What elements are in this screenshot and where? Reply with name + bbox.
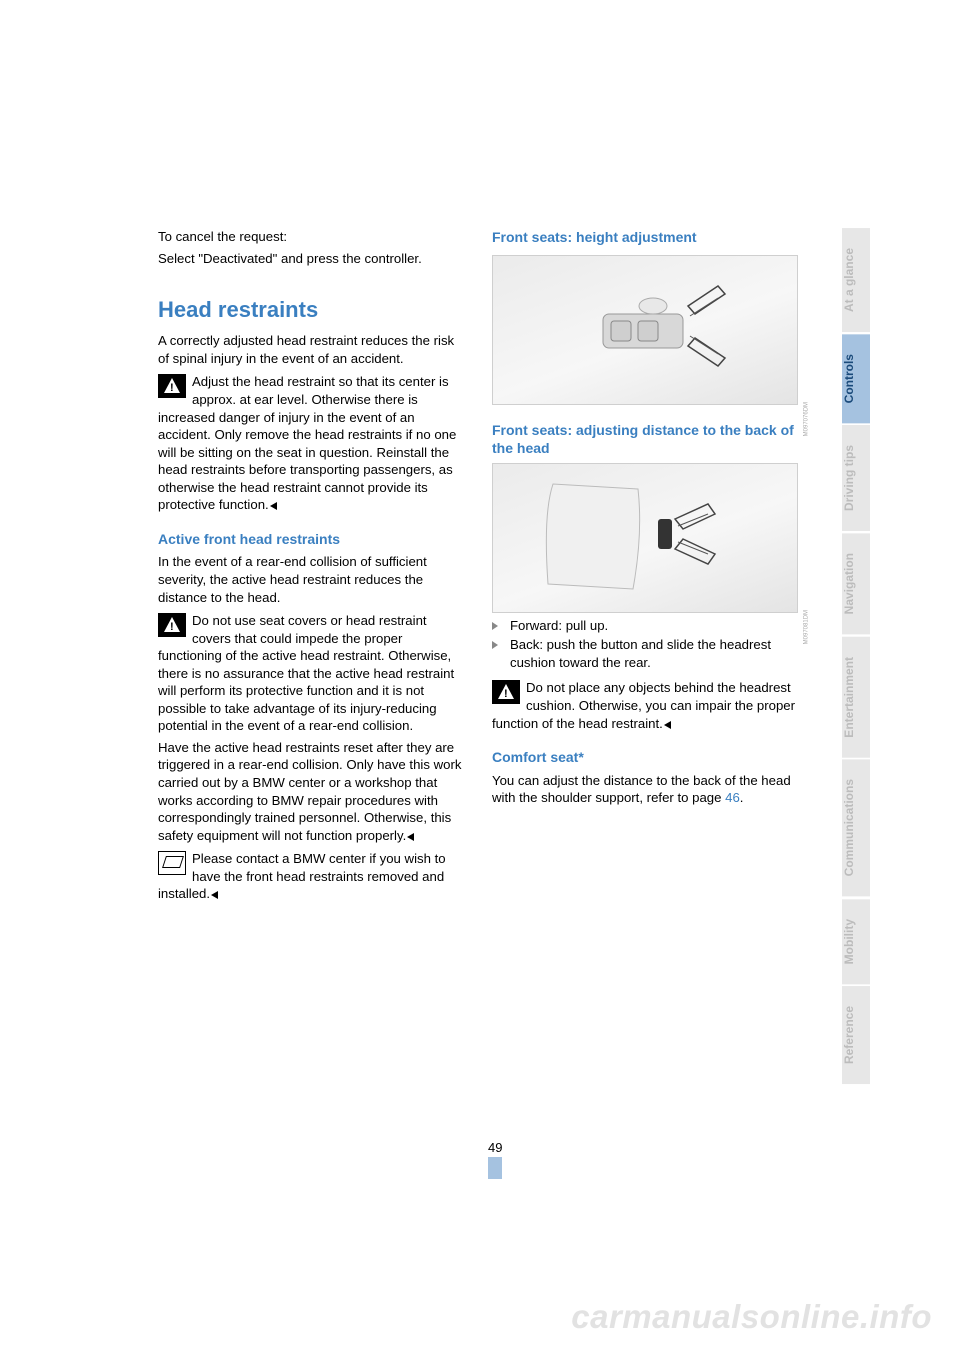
note-icon xyxy=(158,851,186,875)
tab-at-a-glance[interactable]: At a glance xyxy=(842,228,870,332)
page-reference-link[interactable]: 46 xyxy=(725,790,740,805)
left-column: To cancel the request: Select "Deactivat… xyxy=(158,228,464,907)
active-restraints-text: In the event of a rear-end collision of … xyxy=(158,553,464,606)
figure-id: M097076DM xyxy=(803,402,811,436)
heading-comfort-seat: Comfort seat* xyxy=(492,748,798,767)
heading-distance-adjustment: Front seats: adjusting distance to the b… xyxy=(492,421,798,458)
warning-text: Do not place any objects behind the head… xyxy=(492,680,795,730)
warning-icon xyxy=(492,680,520,704)
warning-seat-covers: Do not use seat covers or head restraint… xyxy=(158,612,464,735)
watermark: carmanualsonline.info xyxy=(571,1298,932,1336)
tab-reference[interactable]: Reference xyxy=(842,986,870,1084)
cancel-line-1: To cancel the request: xyxy=(158,228,464,246)
list-item: Forward: pull up. xyxy=(492,617,798,635)
heading-height-adjustment: Front seats: height adjustment xyxy=(492,228,798,247)
cancel-line-2: Select "Deactivated" and press the contr… xyxy=(158,250,464,268)
list-text: Forward: pull up. xyxy=(510,617,608,635)
end-marker-icon xyxy=(211,891,218,899)
reset-restraints-text: Have the active head restraints reset af… xyxy=(158,739,464,844)
section-tabs: At a glance Controls Driving tips Naviga… xyxy=(842,228,870,1086)
list-marker-icon xyxy=(492,636,510,671)
page-number: 49 xyxy=(488,1140,502,1179)
warning-headrest-objects: Do not place any objects behind the head… xyxy=(492,679,798,732)
list-text: Back: push the button and slide the head… xyxy=(510,636,798,671)
seat-control-illustration xyxy=(493,256,799,406)
figure-distance-adjustment: M097081DM xyxy=(492,463,798,613)
warning-icon xyxy=(158,613,186,637)
head-restraints-intro: A correctly adjusted head restraint redu… xyxy=(158,332,464,367)
tab-driving-tips[interactable]: Driving tips xyxy=(842,425,870,531)
headrest-illustration xyxy=(493,464,799,614)
heading-active-restraints: Active front head restraints xyxy=(158,530,464,549)
page-number-bar xyxy=(488,1157,502,1179)
end-marker-icon xyxy=(270,502,277,510)
end-marker-icon xyxy=(407,833,414,841)
list-marker-icon xyxy=(492,617,510,635)
end-marker-icon xyxy=(664,721,671,729)
figure-id: M097081DM xyxy=(803,610,811,644)
note-text: Please contact a BMW center if you wish … xyxy=(158,851,446,901)
figure-height-adjustment: M097076DM xyxy=(492,255,798,405)
tab-navigation[interactable]: Navigation xyxy=(842,533,870,634)
warning-icon xyxy=(158,374,186,398)
note-bmw-center: Please contact a BMW center if you wish … xyxy=(158,850,464,903)
list-item: Back: push the button and slide the head… xyxy=(492,636,798,671)
warning-text: Do not use seat covers or head restraint… xyxy=(158,613,454,733)
tab-entertainment[interactable]: Entertainment xyxy=(842,637,870,758)
comfort-seat-text: You can adjust the distance to the back … xyxy=(492,772,798,807)
tab-mobility[interactable]: Mobility xyxy=(842,899,870,984)
right-column: Front seats: height adjustment M097076DM… xyxy=(492,228,798,907)
warning-adjust-restraint: Adjust the head restraint so that its ce… xyxy=(158,373,464,513)
heading-head-restraints: Head restraints xyxy=(158,295,464,324)
warning-text: Adjust the head restraint so that its ce… xyxy=(158,374,456,512)
tab-communications[interactable]: Communications xyxy=(842,759,870,896)
tab-controls[interactable]: Controls xyxy=(842,334,870,423)
